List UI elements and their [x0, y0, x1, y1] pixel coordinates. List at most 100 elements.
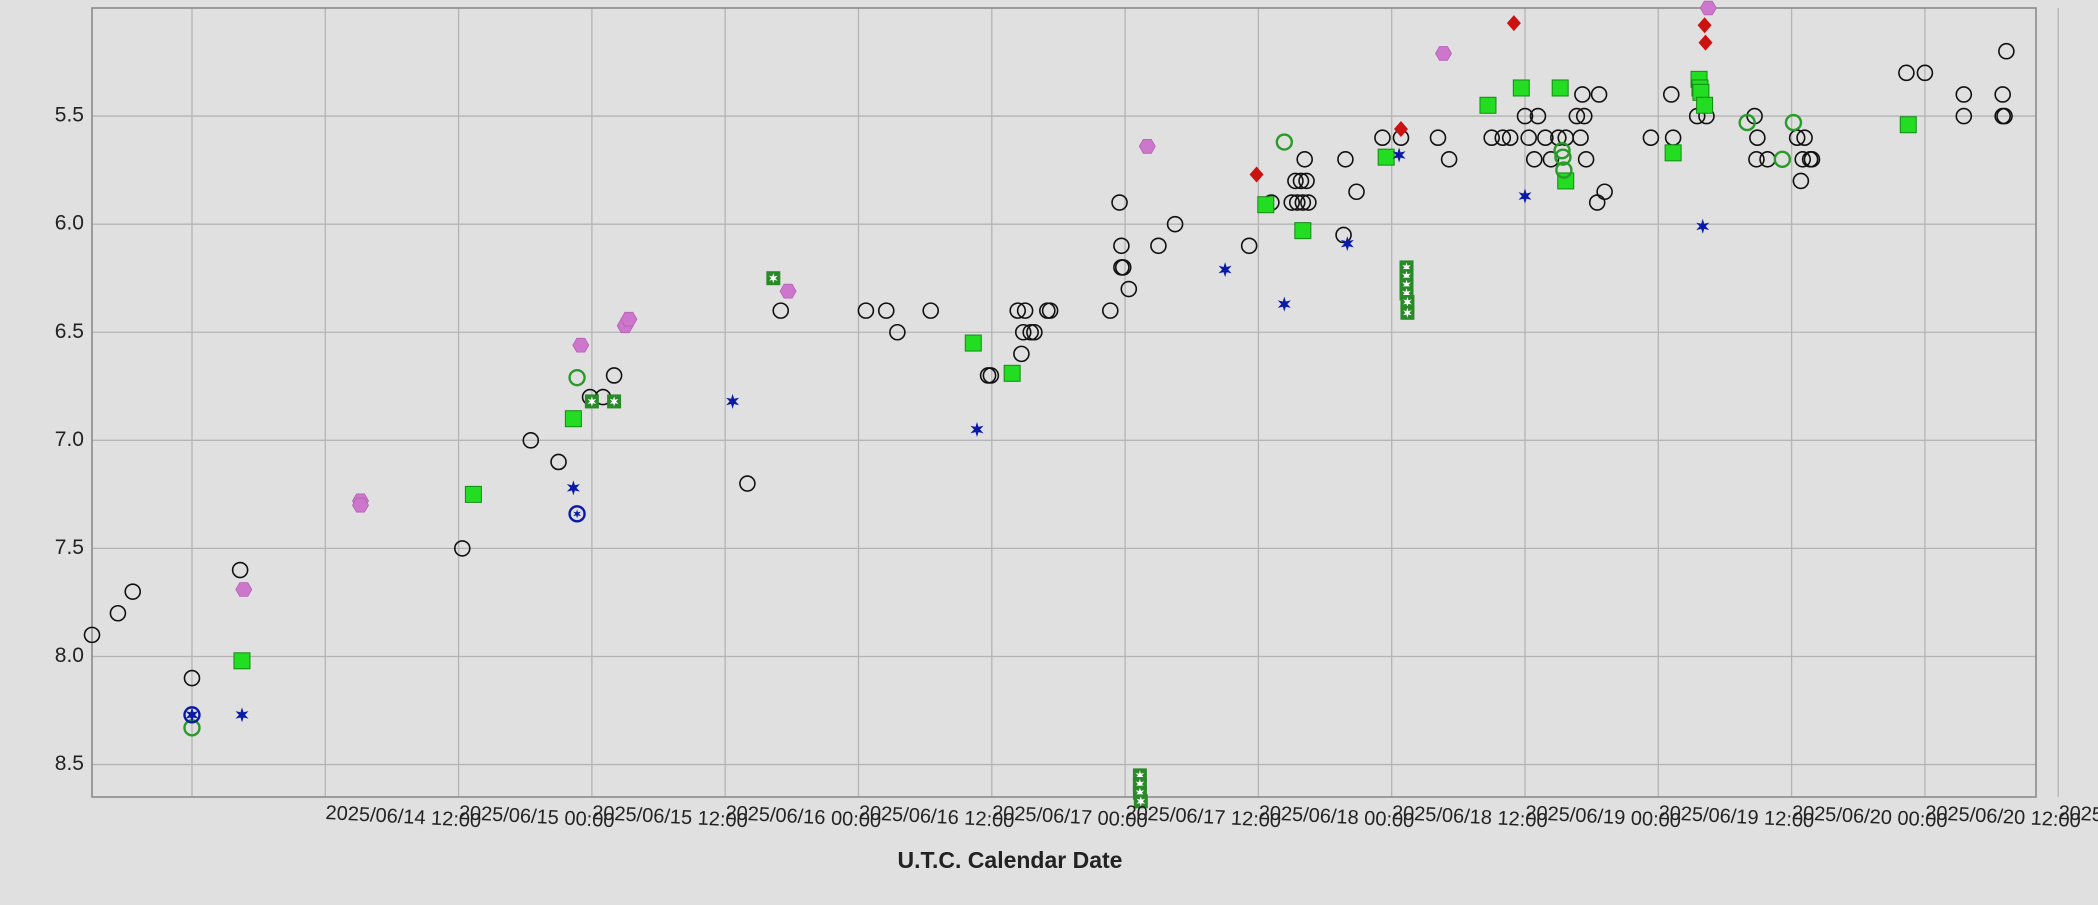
data-point-star — [235, 707, 249, 723]
data-point-open-circle — [1337, 151, 1354, 168]
data-point-open-circle — [1294, 194, 1312, 211]
data-point-open-circle — [1016, 302, 1034, 319]
data-point-filled-diamond — [1698, 34, 1713, 51]
data-point-open-circle — [1298, 172, 1315, 190]
data-point-open-circle — [605, 367, 623, 384]
data-point-open-circle — [1996, 107, 2013, 125]
data-point-star — [566, 480, 580, 496]
data-point-filled-square — [1551, 79, 1569, 97]
data-point-open-circle — [1026, 323, 1043, 341]
data-point-filled-hexagon — [620, 311, 638, 327]
data-point-open-circle — [1120, 280, 1138, 298]
data-point-open-circle — [1429, 129, 1447, 146]
data-point-filled-hexagon — [352, 497, 369, 513]
y-tick-label: 7.5 — [55, 536, 84, 559]
data-point-open-circle — [1662, 86, 1680, 103]
y-tick-label: 6.0 — [55, 212, 84, 235]
data-point-open-circle — [1577, 151, 1595, 168]
data-point-filled-square — [1003, 364, 1021, 382]
data-point-open-circle — [889, 323, 906, 341]
data-point-open-circle — [109, 604, 127, 622]
data-point-filled-diamond — [1697, 17, 1712, 34]
y-tick-label: 8.5 — [55, 752, 84, 775]
data-point-filled-square — [1664, 144, 1682, 162]
data-point-open-circle — [1150, 237, 1167, 255]
data-point-filled-hexagon — [779, 283, 797, 299]
data-point-open-circle — [1335, 226, 1352, 244]
data-point-open-circle — [1642, 129, 1660, 146]
data-point-open-circle — [1590, 86, 1608, 103]
data-point-boxed-star — [607, 394, 622, 409]
data-point-open-circle — [1994, 86, 2011, 103]
data-point-filled-hexagon — [1699, 0, 1717, 16]
data-point-open-circle — [1525, 151, 1543, 168]
data-point-boxed-star — [584, 394, 599, 409]
data-point-open-circle — [1240, 237, 1258, 255]
y-axis-tick-labels: 5.5 6.0 6.5 7.0 7.5 8.0 8.5 — [55, 104, 84, 775]
data-point-open-circle — [1114, 259, 1132, 276]
data-point-open-circle — [1898, 64, 1915, 82]
data-point-open-circle — [1575, 107, 1593, 125]
data-point-filled-hexagon — [1435, 46, 1452, 61]
data-point-open-circle — [922, 302, 939, 319]
data-point-filled-hexagon — [1138, 139, 1156, 154]
data-point-open-circle — [1300, 194, 1317, 211]
data-point-open-circle — [1483, 129, 1500, 146]
data-points — [83, 0, 2015, 809]
data-point-open-circle — [1792, 172, 1810, 190]
data-point-open-circle — [1292, 172, 1310, 190]
data-point-open-circle — [1516, 107, 1534, 125]
data-point-boxed-star — [766, 271, 781, 286]
data-point-filled-square — [1294, 222, 1312, 240]
data-point-open-circle — [1596, 183, 1613, 201]
data-point-open-circle — [1796, 129, 1813, 146]
data-point-open-circle — [772, 302, 790, 319]
data-point-filled-square — [1899, 116, 1917, 134]
data-point-open-circle — [1784, 113, 1803, 132]
data-point-open-circle — [1998, 42, 2015, 60]
data-point-open-circle — [1113, 237, 1130, 255]
data-point-open-circle — [1537, 129, 1554, 146]
data-point-open-circle — [857, 302, 875, 319]
data-point-open-circle — [1374, 129, 1391, 146]
data-point-star — [970, 422, 984, 437]
data-point-open-circle — [1955, 107, 1973, 125]
plot-area — [91, 7, 2037, 798]
data-point-open-circle — [1014, 323, 1032, 341]
data-point-filled-diamond — [1249, 166, 1264, 183]
data-point-open-circle — [1287, 172, 1304, 190]
data-point-open-circle — [739, 475, 756, 492]
data-point-filled-square — [964, 334, 982, 352]
data-point-open-circle — [1555, 161, 1573, 179]
data-point-open-circle — [568, 368, 586, 387]
data-point-open-circle — [877, 302, 895, 319]
data-point-filled-square — [233, 652, 251, 670]
data-point-open-circle — [1803, 151, 1821, 168]
data-point-star — [1696, 218, 1710, 234]
data-point-open-circle — [1588, 194, 1606, 211]
data-point-filled-square — [1696, 96, 1714, 114]
data-point-open-circle — [183, 669, 201, 687]
data-point-filled-square — [1377, 148, 1395, 166]
data-point-ring-star — [568, 505, 586, 523]
data-point-open-circle — [1111, 194, 1128, 211]
data-point-open-circle — [1283, 194, 1301, 211]
data-point-open-circle — [1022, 323, 1039, 341]
data-point-open-circle — [1664, 129, 1682, 146]
data-point-open-circle — [1275, 133, 1294, 151]
data-point-open-circle — [1916, 64, 1934, 82]
data-point-boxed-star — [1400, 294, 1415, 309]
data-point-open-circle — [1288, 194, 1306, 211]
data-point-open-circle — [1166, 215, 1184, 233]
data-point-boxed-star — [1133, 794, 1148, 809]
data-point-star — [726, 393, 740, 409]
data-point-star — [1392, 147, 1406, 163]
data-point-star — [1218, 262, 1232, 278]
data-point-open-circle — [453, 540, 471, 557]
data-point-open-circle — [1494, 129, 1512, 146]
x-axis-title: U.T.C. Calendar Date — [898, 847, 1123, 873]
data-point-open-circle — [1440, 151, 1458, 168]
data-point-star — [1518, 188, 1532, 204]
data-point-open-circle — [1013, 345, 1030, 363]
